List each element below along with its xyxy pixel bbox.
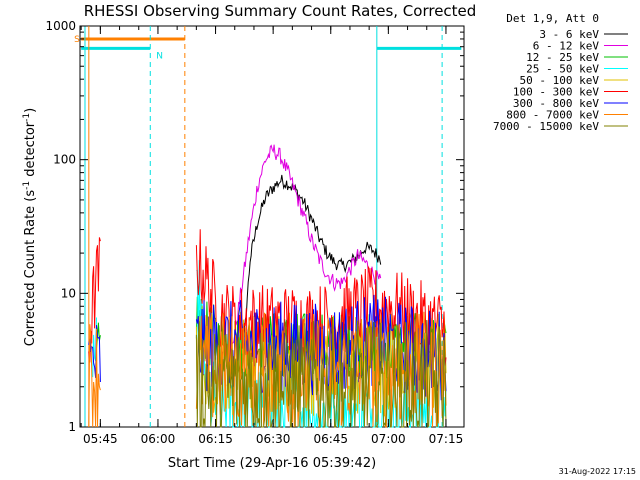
legend-label: 100 - 300 keV [513, 86, 599, 99]
legend-label: 300 - 800 keV [513, 97, 599, 110]
legend-header: Det 1,9, Att 0 [506, 12, 599, 25]
footer-date: 31-Aug-2022 17:15 [559, 467, 636, 476]
legend-label: 7000 - 15000 keV [493, 120, 599, 133]
x-tick-label: 06:15 [198, 432, 233, 446]
x-tick-label: 07:00 [371, 432, 406, 446]
legend-label: 50 - 100 keV [520, 74, 600, 87]
x-tick-label: 06:00 [141, 432, 176, 446]
legend-label: 6 - 12 keV [533, 40, 600, 53]
legend-label: 3 - 6 keV [539, 28, 599, 41]
plot-frame [79, 25, 465, 428]
x-axis-label: Start Time (29-Apr-16 05:39:42) [168, 456, 376, 471]
series-line [226, 144, 382, 370]
x-tick-label: 07:15 [429, 432, 464, 446]
y-tick-label: 1000 [45, 19, 76, 33]
legend-label: 12 - 25 keV [526, 51, 599, 64]
flag-bars: SN [74, 35, 462, 61]
series-lines [88, 144, 447, 429]
x-tick-label: 06:30 [256, 432, 291, 446]
y-axis-ticks: 1 10 100 1000 [45, 19, 464, 434]
flag-label: N [156, 51, 163, 61]
y-axis-label: Corrected Count Rate (s-1 detector-1) [22, 108, 38, 346]
chart-title: RHESSI Observing Summary Count Rates, Co… [84, 2, 477, 20]
y-tick-label: 10 [61, 286, 76, 300]
series-line [195, 319, 447, 429]
y-tick-label: 1 [68, 420, 76, 434]
x-axis-ticks: 05:45 06:00 06:15 06:30 06:45 07:00 07:15 [80, 26, 464, 446]
x-tick-label: 06:45 [313, 432, 348, 446]
legend-label: 25 - 50 keV [526, 63, 599, 76]
series-line [226, 174, 382, 389]
flag-label: S [74, 35, 80, 45]
y-tick-label: 100 [53, 153, 76, 167]
x-tick-label: 05:45 [83, 432, 118, 446]
legend-label: 800 - 7000 keV [506, 109, 599, 122]
